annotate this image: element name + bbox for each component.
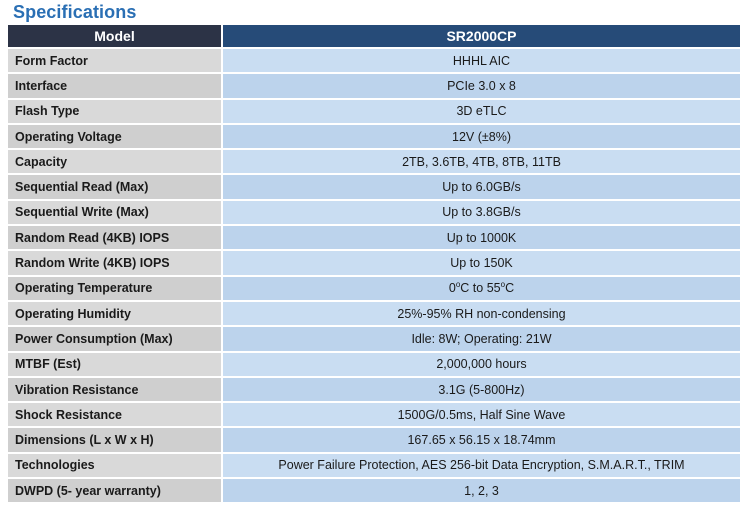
row-label: Random Read (4KB) IOPS (8, 225, 223, 252)
row-value: Up to 6.0GB/s (222, 174, 742, 201)
row-value: Up to 3.8GB/s (222, 199, 742, 227)
row-label: Power Consumption (Max) (8, 326, 223, 353)
table-row: Random Read (4KB) IOPS Up to 1000K (8, 225, 742, 252)
row-value: 167.65 x 56.15 x 18.74mm (222, 427, 742, 454)
table-row: Form Factor HHHL AIC (8, 48, 742, 75)
row-label: Technologies (8, 452, 223, 480)
page-title: Specifications (13, 2, 137, 22)
header-model-cell: SR2000CP (222, 25, 742, 49)
header-label-cell: Model (8, 25, 223, 49)
row-value-temperature: 0oC to 55oC (222, 275, 742, 302)
table-row: Technologies Power Failure Protection, A… (8, 452, 742, 480)
row-value: 2,000,000 hours (222, 351, 742, 378)
table-row: Sequential Write (Max) Up to 3.8GB/s (8, 199, 742, 227)
row-label: Sequential Read (Max) (8, 174, 223, 201)
specifications-table: Model SR2000CP Form Factor HHHL AIC Inte… (8, 25, 742, 505)
row-label: Dimensions (L x W x H) (8, 427, 223, 454)
table-row: Shock Resistance 1500G/0.5ms, Half Sine … (8, 402, 742, 429)
row-label: Shock Resistance (8, 402, 223, 429)
table-row: Capacity 2TB, 3.6TB, 4TB, 8TB, 11TB (8, 149, 742, 176)
row-label: Vibration Resistance (8, 376, 223, 404)
row-label: Interface (8, 73, 223, 100)
row-label: Operating Voltage (8, 123, 223, 151)
row-label: Form Factor (8, 48, 223, 75)
row-label: Operating Humidity (8, 300, 223, 328)
row-label: Sequential Write (Max) (8, 199, 223, 227)
row-value: 2TB, 3.6TB, 4TB, 8TB, 11TB (222, 149, 742, 176)
row-label: Capacity (8, 149, 223, 176)
table-row: DWPD (5- year warranty) 1, 2, 3 (8, 478, 742, 505)
table-row: Vibration Resistance 3.1G (5-800Hz) (8, 376, 742, 404)
table-row: MTBF (Est) 2,000,000 hours (8, 351, 742, 378)
table-row: Operating Voltage 12V (±8%) (8, 123, 742, 151)
row-label: DWPD (5- year warranty) (8, 478, 223, 505)
row-label: Operating Temperature (8, 275, 223, 302)
table-row: Operating Humidity 25%-95% RH non-conden… (8, 300, 742, 328)
table-row: Random Write (4KB) IOPS Up to 150K (8, 250, 742, 277)
table-header-row: Model SR2000CP (8, 25, 742, 49)
table-row: Sequential Read (Max) Up to 6.0GB/s (8, 174, 742, 201)
row-value: 12V (±8%) (222, 123, 742, 151)
row-value: PCIe 3.0 x 8 (222, 73, 742, 100)
row-value: Idle: 8W; Operating: 21W (222, 326, 742, 353)
row-label: Random Write (4KB) IOPS (8, 250, 223, 277)
row-value: 1, 2, 3 (222, 478, 742, 505)
row-value: Up to 150K (222, 250, 742, 277)
row-value: Power Failure Protection, AES 256-bit Da… (222, 452, 742, 480)
table-row: Flash Type 3D eTLC (8, 98, 742, 125)
table-row: Power Consumption (Max) Idle: 8W; Operat… (8, 326, 742, 353)
row-value: Up to 1000K (222, 225, 742, 252)
table-row: Dimensions (L x W x H) 167.65 x 56.15 x … (8, 427, 742, 454)
row-label: MTBF (Est) (8, 351, 223, 378)
row-label: Flash Type (8, 98, 223, 125)
row-value: 1500G/0.5ms, Half Sine Wave (222, 402, 742, 429)
row-value: HHHL AIC (222, 48, 742, 75)
table-row: Operating Temperature 0oC to 55oC (8, 275, 742, 302)
row-value: 3.1G (5-800Hz) (222, 376, 742, 404)
table-row: Interface PCIe 3.0 x 8 (8, 73, 742, 100)
row-value: 25%-95% RH non-condensing (222, 300, 742, 328)
row-value: 3D eTLC (222, 98, 742, 125)
